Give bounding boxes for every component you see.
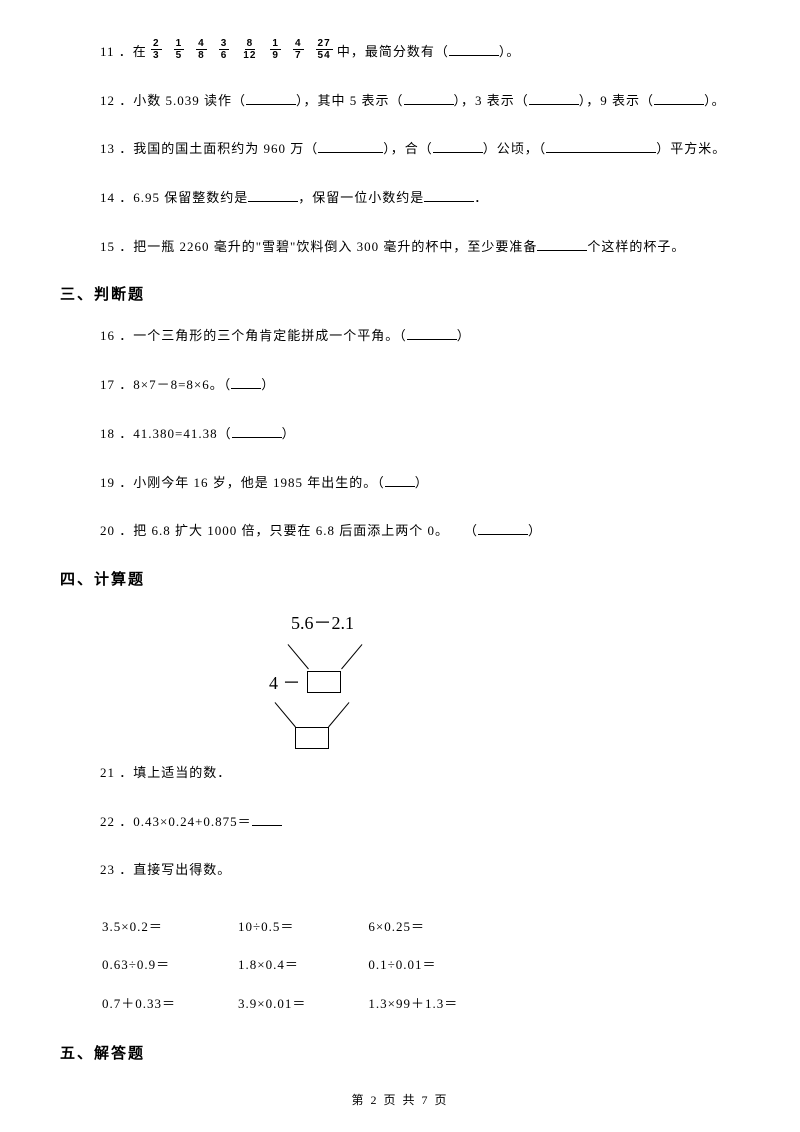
- blank[interactable]: [478, 524, 528, 536]
- blank[interactable]: [537, 239, 587, 251]
- fraction: 48: [196, 38, 207, 61]
- calc-row: 3.5×0.2＝10÷0.5＝6×0.25＝: [102, 909, 518, 945]
- diagram-left-expr: 4 －: [269, 669, 301, 695]
- diagram-top-expr: 5.6－2.1: [291, 609, 740, 635]
- q14-p3: ．: [474, 190, 488, 205]
- calc-cell: 1.8×0.4＝: [238, 947, 366, 983]
- q12-p3: ），3 表示（: [454, 93, 529, 108]
- blank[interactable]: [246, 93, 296, 105]
- blank[interactable]: [318, 142, 383, 154]
- question-14: 14 ．6.95 保留整数约是 ，保留一位小数约是 ．: [100, 186, 740, 211]
- section-3-title: 三、判断题: [60, 283, 740, 304]
- q16-p1: 16 ．一个三角形的三个角肯定能拼成一个平角。（: [100, 328, 407, 343]
- q16-p2: ）: [457, 328, 471, 343]
- question-19: 19 ．小刚今年 16 岁，他是 1985 年出生的。（ ）: [100, 471, 740, 496]
- fraction: 23: [151, 38, 162, 61]
- blank[interactable]: [252, 814, 282, 826]
- calc-cell: 0.7＋0.33＝: [102, 986, 236, 1022]
- q11-close: ）。: [499, 44, 521, 59]
- calc-cell: 10÷0.5＝: [238, 909, 366, 945]
- v-lines-bottom: [285, 695, 339, 725]
- fraction: 19: [270, 38, 281, 61]
- answer-box-1[interactable]: [307, 671, 341, 693]
- q18-p2: ）: [282, 426, 296, 441]
- q17-p1: 17 ．8×7－8=8×6。（: [100, 377, 231, 392]
- blank[interactable]: [433, 142, 483, 154]
- q20-p2: ）: [528, 523, 542, 538]
- blank[interactable]: [404, 93, 454, 105]
- blank[interactable]: [232, 426, 282, 438]
- question-22: 22 ．0.43×0.24+0.875＝: [100, 810, 740, 835]
- q15-p2: 个这样的杯子。: [587, 239, 685, 254]
- question-18: 18 ．41.380=41.38（ ）: [100, 422, 740, 447]
- q19-p1: 19 ．小刚今年 16 岁，他是 1985 年出生的。（: [100, 475, 385, 490]
- question-13: 13 ．我国的国土面积约为 960 万（ ），合（ ）公顷，（ ）平方米。: [100, 137, 740, 162]
- page-footer: 第 2 页 共 7 页: [0, 1091, 800, 1108]
- calc-cell: 1.3×99＋1.3＝: [368, 986, 518, 1022]
- fraction: 15: [174, 38, 185, 61]
- question-17: 17 ．8×7－8=8×6。（ ）: [100, 373, 740, 398]
- fraction-list: 23 15 48 36 812 19 47 2754: [151, 38, 333, 61]
- blank[interactable]: [529, 93, 579, 105]
- q12-p4: ），9 表示（: [579, 93, 654, 108]
- q22-p1: 22 ．0.43×0.24+0.875＝: [100, 814, 252, 829]
- q15-p1: 15 ．把一瓶 2260 毫升的"雪碧"饮料倒入 300 毫升的杯中，至少要准备: [100, 239, 537, 254]
- blank[interactable]: [248, 190, 298, 202]
- calc-cell: 6×0.25＝: [368, 909, 518, 945]
- q13-p4: ）平方米。: [656, 141, 726, 156]
- blank[interactable]: [231, 377, 261, 389]
- q13-p1: 13 ．我国的国土面积约为 960 万（: [100, 141, 318, 156]
- question-20: 20 ．把 6.8 扩大 1000 倍，只要在 6.8 后面添上两个 0。 （ ）: [100, 519, 740, 544]
- q13-p3: ）公顷，（: [483, 141, 547, 156]
- fraction: 47: [293, 38, 304, 61]
- q12-p5: ）。: [704, 93, 726, 108]
- blank[interactable]: [546, 142, 656, 154]
- fraction: 2754: [316, 38, 333, 61]
- q17-p2: ）: [261, 377, 275, 392]
- calc-cell: 3.5×0.2＝: [102, 909, 236, 945]
- calc-diagram: 5.6－2.1 4 －: [225, 609, 740, 753]
- question-12: 12 ．小数 5.039 读作（ ），其中 5 表示（ ），3 表示（ ），9 表示（…: [100, 89, 740, 114]
- q14-p2: ，保留一位小数约是: [298, 190, 424, 205]
- blank[interactable]: [385, 475, 415, 487]
- q20-p1: 20 ．把 6.8 扩大 1000 倍，只要在 6.8 后面添上两个 0。 （: [100, 523, 478, 538]
- q11-text: 中，最简分数有（: [337, 44, 449, 59]
- q18-p1: 18 ．41.380=41.38（: [100, 426, 232, 441]
- v-lines-top: [298, 637, 352, 667]
- question-23: 23 ．直接写出得数。: [100, 858, 740, 883]
- question-16: 16 ．一个三角形的三个角肯定能拼成一个平角。（ ）: [100, 324, 740, 349]
- calc-cell: 0.1÷0.01＝: [368, 947, 518, 983]
- q12-p2: ），其中 5 表示（: [296, 93, 404, 108]
- q11-prefix: 11 ．在: [100, 44, 147, 59]
- q14-p1: 14 ．6.95 保留整数约是: [100, 190, 248, 205]
- question-11: 11 ．在 23 15 48 36 812 19 47 2754 中，最简分数有（ ）。: [100, 40, 740, 65]
- q19-p2: ）: [415, 475, 429, 490]
- question-21: 21 ．填上适当的数．: [100, 761, 740, 786]
- blank[interactable]: [424, 190, 474, 202]
- calc-cell: 0.63÷0.9＝: [102, 947, 236, 983]
- blank[interactable]: [449, 44, 499, 56]
- blank[interactable]: [654, 93, 704, 105]
- answer-box-2[interactable]: [295, 727, 329, 749]
- q13-p2: ），合（: [383, 141, 433, 156]
- calc-row: 0.7＋0.33＝3.9×0.01＝1.3×99＋1.3＝: [102, 986, 518, 1022]
- calc-row: 0.63÷0.9＝1.8×0.4＝0.1÷0.01＝: [102, 947, 518, 983]
- blank[interactable]: [407, 329, 457, 341]
- calc-table: 3.5×0.2＝10÷0.5＝6×0.25＝0.63÷0.9＝1.8×0.4＝0…: [100, 907, 520, 1024]
- fraction: 36: [219, 38, 230, 61]
- calc-cell: 3.9×0.01＝: [238, 986, 366, 1022]
- section-5-title: 五、解答题: [60, 1042, 740, 1063]
- q12-p1: 12 ．小数 5.039 读作（: [100, 93, 246, 108]
- question-15: 15 ．把一瓶 2260 毫升的"雪碧"饮料倒入 300 毫升的杯中，至少要准备…: [100, 235, 740, 260]
- section-4-title: 四、计算题: [60, 568, 740, 589]
- fraction: 812: [241, 38, 258, 61]
